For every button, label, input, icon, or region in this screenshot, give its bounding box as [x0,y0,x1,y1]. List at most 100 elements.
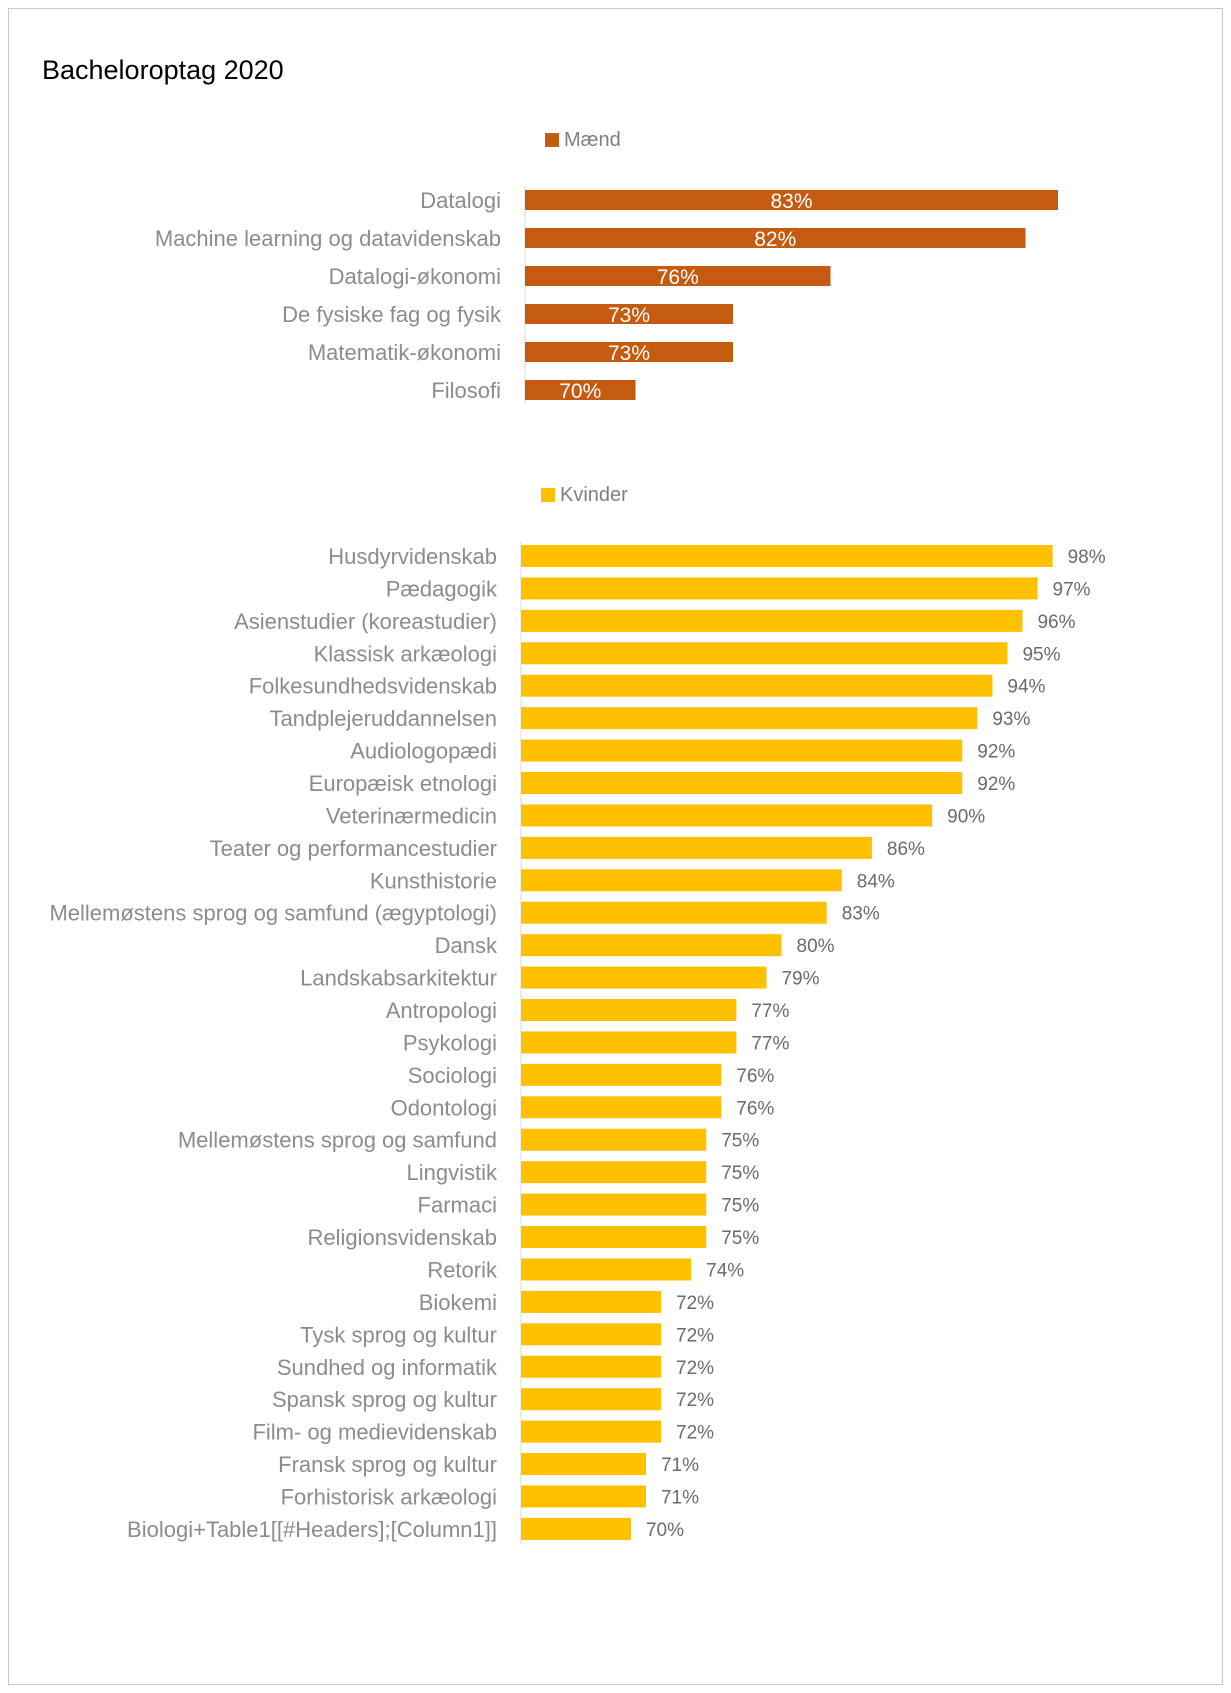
women-category-label: Forhistorisk arkæologi [281,1484,497,1509]
women-data-label: 77% [751,1033,789,1054]
women-category-label: Antropologi [386,998,497,1023]
men-category-label: Datalogi-økonomi [329,264,501,289]
women-bar [521,1193,707,1216]
men-data-label: 83% [770,190,812,213]
women-category-label: Mellemøstens sprog og samfund [178,1128,497,1153]
women-bar [521,1420,662,1443]
men-bar [525,380,636,400]
women-bar [521,869,842,892]
women-bar [521,1161,707,1184]
women-data-label: 77% [751,1001,789,1022]
women-bar [521,1485,646,1508]
women-bar [521,1063,722,1086]
women-category-label: Teater og performancestudier [210,836,497,861]
men-legend-swatch [545,133,559,147]
women-category-label: Retorik [427,1257,498,1282]
women-legend-label: Kvinder [560,484,628,506]
women-category-label: Audiologopædi [350,739,497,764]
women-data-label: 72% [676,1325,714,1346]
men-category-label: Machine learning og datavidenskab [155,226,501,251]
men-category-label: Filosofi [431,378,501,403]
men-data-label: 73% [608,304,650,327]
men-category-label: Datalogi [420,188,501,213]
women-bar [521,966,767,989]
women-bar [521,642,1008,665]
women-bar [521,1258,692,1281]
women-bar [521,934,782,957]
women-bar [521,577,1038,600]
chart-title: Bacheloroptag 2020 [42,55,284,85]
women-bar [521,772,963,795]
women-data-label: 80% [797,936,835,957]
men-bar [525,228,1026,248]
women-data-label: 70% [646,1520,684,1541]
men-chart: Mænd Datalogi 83% Machine learning og datav… [155,129,1058,404]
women-data-label: 97% [1053,579,1091,600]
women-data-label: 95% [1022,644,1060,665]
women-data-label: 72% [676,1358,714,1379]
women-category-label: Lingvistik [407,1160,498,1185]
women-bar [521,1453,646,1476]
men-data-label: 76% [657,266,699,289]
women-bar [521,1096,722,1119]
women-data-label: 76% [736,1066,774,1087]
women-data-label: 74% [706,1260,744,1281]
men-bar [525,266,831,286]
women-category-label: Asienstudier (koreastudier) [234,609,497,634]
women-bar [521,609,1023,632]
women-bar [521,836,872,859]
women-category-label: Biokemi [419,1290,497,1315]
men-bar [525,304,733,324]
women-data-label: 75% [721,1131,759,1152]
women-category-label: Odontologi [391,1095,497,1120]
women-bar [521,999,737,1022]
women-chart: Kvinder Husdyrvidenskab 98% Pædagogik 97% Asi… [49,484,1106,1544]
women-bar [521,739,963,762]
women-bar [521,1226,707,1249]
women-category-label: Dansk [435,933,498,958]
women-category-label: Spansk sprog og kultur [272,1387,497,1412]
women-category-label: Klassisk arkæologi [314,641,497,666]
men-bar [525,190,1058,210]
women-category-label: Sundhed og informatik [277,1355,498,1380]
women-legend-swatch [541,488,555,502]
women-data-label: 98% [1068,547,1106,568]
women-category-label: Biologi+Table1[[#Headers];[Column1]] [127,1517,497,1542]
women-data-label: 72% [676,1390,714,1411]
women-bar [521,1355,662,1378]
women-category-label: Mellemøstens sprog og samfund (ægyptolog… [49,901,497,926]
women-category-label: Film- og medievidenskab [252,1420,497,1445]
women-bar [521,1128,707,1151]
women-data-label: 75% [721,1163,759,1184]
women-data-label: 75% [721,1228,759,1249]
women-category-label: Veterinærmedicin [326,803,497,828]
women-data-label: 92% [977,774,1015,795]
women-bar [521,707,978,730]
women-data-label: 72% [676,1293,714,1314]
men-category-label: Matematik-økonomi [308,340,501,365]
women-data-label: 94% [1007,677,1045,698]
women-data-label: 92% [977,742,1015,763]
women-bar [521,804,933,827]
women-data-label: 71% [661,1487,699,1508]
women-bar [521,545,1053,567]
women-data-label: 71% [661,1455,699,1476]
women-bar [521,1290,662,1313]
women-category-label: Husdyrvidenskab [328,544,497,569]
women-category-label: Farmaci [418,1193,497,1218]
women-category-label: Psykologi [403,1030,497,1055]
men-data-label: 73% [608,342,650,365]
women-category-label: Tandplejeruddannelsen [269,706,497,731]
women-data-label: 90% [947,806,985,827]
women-data-label: 84% [857,871,895,892]
women-bar [521,674,993,697]
women-data-label: 75% [721,1196,759,1217]
women-category-label: Pædagogik [386,576,498,601]
men-legend-label: Mænd [564,129,621,151]
women-data-label: 79% [781,969,819,990]
men-data-label: 82% [754,228,796,251]
women-category-label: Kunsthistorie [370,868,497,893]
women-bar [521,1388,662,1411]
women-data-label: 86% [887,839,925,860]
